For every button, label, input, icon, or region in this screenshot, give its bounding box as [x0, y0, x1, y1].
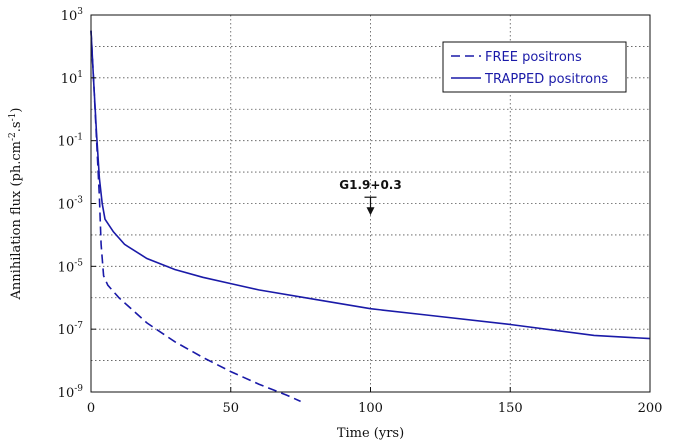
annotation-label: G1.9+0.3	[339, 178, 401, 192]
y-tick-label: 10-7	[58, 321, 84, 338]
x-tick-label: 0	[87, 401, 95, 416]
axis-ticks: 0 50 100 150 200 103 101 10-1 10-3 10-5 10-7 10-9	[58, 7, 663, 416]
series-line-trapped-positrons	[90, 30, 651, 340]
x-tick-label: 200	[638, 401, 663, 416]
y-tick-label: 10-5	[58, 258, 84, 275]
legend-box	[442, 41, 627, 93]
series-line-free-positrons	[90, 30, 301, 403]
legend: FREE positrons TRAPPED positrons	[442, 41, 627, 93]
annotation: G1.9+0.3	[339, 178, 402, 216]
y-axis-title: Annihilation flux (ph.cm-2.s-1)	[8, 108, 24, 301]
y-tick-label: 10-1	[58, 133, 83, 150]
legend-label: TRAPPED positrons	[484, 72, 608, 87]
series-lines	[90, 30, 651, 403]
y-tick-label: 101	[61, 70, 83, 87]
x-tick-label: 100	[358, 401, 383, 416]
y-tick-label: 10-9	[58, 384, 84, 401]
x-axis-title: Time (yrs)	[337, 426, 404, 441]
x-tick-label: 150	[498, 401, 523, 416]
y-tick-label: 10-3	[58, 196, 84, 213]
annotation-arrow-head	[366, 207, 375, 216]
x-tick-label: 50	[222, 401, 239, 416]
y-tick-label: 103	[61, 7, 84, 24]
legend-label: FREE positrons	[485, 50, 582, 65]
